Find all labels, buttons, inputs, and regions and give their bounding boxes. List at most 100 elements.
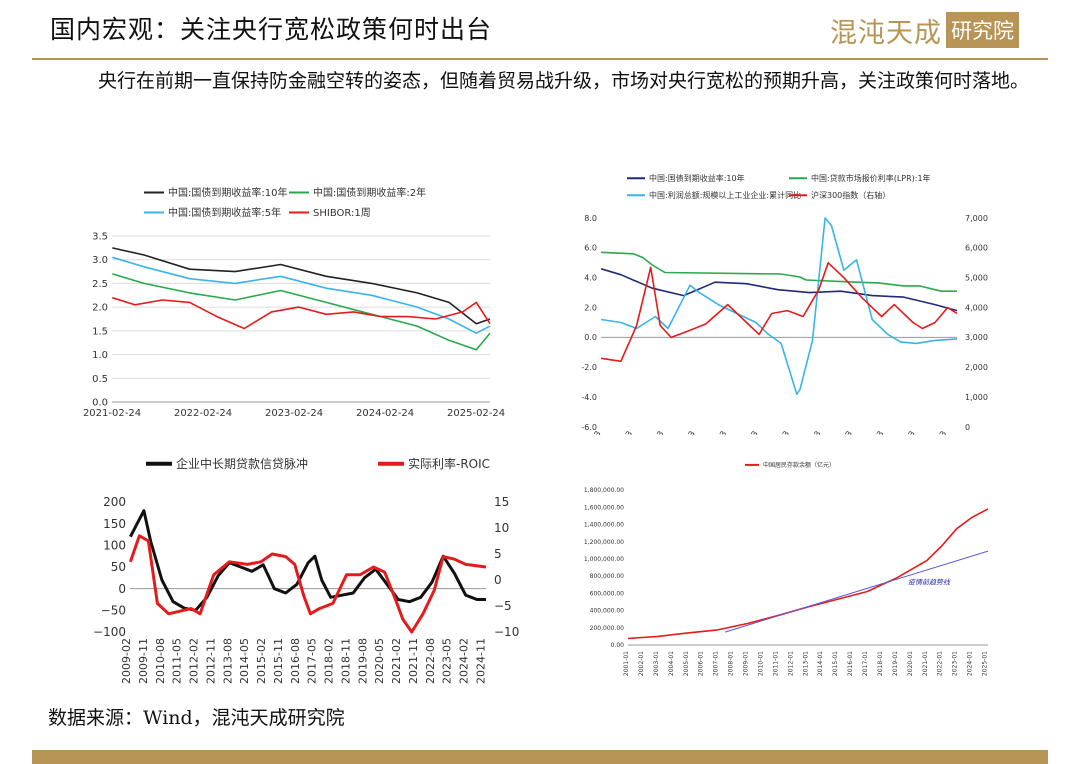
legend-label: 中国居民存款余额（亿元）: [763, 461, 835, 469]
x-tick-label: 2022-02-24: [174, 408, 232, 419]
x-tick-label: 2014-01: [817, 651, 824, 676]
y-tick-label: −100: [93, 625, 126, 639]
data-source: 数据来源：Wind，混沌天成研究院: [48, 707, 345, 729]
x-tick-label: 2021-01: [922, 651, 929, 676]
x-tick-label: 2018-11-13: [729, 430, 760, 436]
y2-tick-label: 4,000: [965, 303, 988, 312]
series-line-0: [600, 268, 958, 312]
y-tick-label: 200: [103, 495, 126, 509]
legend-label: 中国:国债到期收益率:2年: [313, 186, 426, 199]
company-logo: 混沌天成 研究院: [830, 12, 1019, 49]
x-tick-label: 2017-01: [862, 651, 869, 676]
legend-label: 中国:国债到期收益率:5年: [168, 206, 281, 219]
x-tick-label: 2021-11: [407, 638, 420, 684]
y-tick-label: 1,000,000.00: [584, 556, 624, 563]
x-tick-label: 2012-01: [787, 651, 794, 676]
footer-bar: [32, 750, 1048, 764]
y-tick-label: 0: [118, 582, 126, 596]
x-tick-label: 2009-02: [120, 638, 133, 684]
y-tick-label: 6.0: [584, 244, 597, 253]
y-tick-label: 2.0: [584, 303, 597, 312]
y2-tick-label: 0: [494, 573, 502, 587]
y-tick-label: 800,000.00: [590, 573, 625, 580]
y-tick-label: 1.0: [92, 350, 108, 361]
y-tick-label: 0.5: [92, 374, 108, 385]
x-tick-label: 2018-02: [323, 638, 336, 684]
x-tick-label: 2009-11: [137, 638, 150, 684]
x-tick-label: 2024-02: [458, 638, 471, 684]
x-tick-label: 2016-08: [289, 638, 302, 684]
chart-bond-yields: 0.0 0.5 1.0 1.5 2.0 2.5 3.0 3.5 2021-02-24 2022-0…: [83, 186, 505, 419]
legend-label: 沪深300指数（右轴）: [811, 190, 890, 200]
x-tick-label: 2025-02-24: [447, 408, 505, 419]
x-tick-label: 2021-02-24: [83, 408, 141, 419]
x-tick-label: 2011-01: [772, 651, 779, 676]
y2-tick-label: 15: [494, 495, 509, 509]
y-tick-label: 1,600,000.00: [584, 504, 624, 511]
y-tick-label: 1,400,000.00: [584, 522, 624, 529]
y-tick-label: 100: [103, 539, 126, 553]
y-tick-label: 0.0: [92, 398, 108, 409]
x-tick-label: 2022-11-13: [854, 430, 885, 436]
x-tick-label: 2019-08: [356, 638, 369, 684]
y-tick-label: 3.5: [92, 232, 108, 243]
y2-tick-label: −5: [494, 599, 512, 613]
x-tick-label: 2019-11-13: [760, 430, 791, 436]
y-tick-label: 0.00: [611, 642, 625, 649]
y-tick-label: -4.0: [581, 393, 597, 402]
x-tick-label: 2004-01: [668, 651, 675, 676]
y-tick-label: 50: [111, 560, 126, 574]
series-line-2: [112, 256, 491, 334]
y-tick-label: −50: [101, 604, 126, 618]
x-tick-label: 2024-02-24: [356, 408, 414, 419]
x-tick-label: 2010-08: [154, 638, 167, 684]
y-tick-label: 8.0: [584, 214, 597, 223]
y2-tick-label: 5: [494, 547, 502, 561]
y-tick-label: 2.5: [92, 279, 108, 290]
legend-label: 中国:国债到期收益率:10年: [649, 173, 745, 183]
legend-label: 企业中长期贷款信贷脉冲: [176, 456, 308, 471]
x-tick-label: 2017-11-13: [697, 430, 728, 436]
x-tick-label: 2023-01: [952, 651, 959, 676]
y2-tick-label: 3,000: [965, 333, 988, 342]
series-line-0: [112, 247, 491, 325]
x-tick-label: 2023-05: [441, 638, 454, 684]
page-title: 国内宏观：关注央行宽松政策何时出台: [50, 15, 493, 44]
y-tick-label: 1,800,000.00: [584, 487, 624, 494]
x-tick-label: 2015-02: [255, 638, 268, 684]
y-tick-label: 0.0: [584, 333, 597, 342]
series-line-3: [112, 296, 491, 330]
y-tick-label: 3.0: [92, 255, 108, 266]
y2-tick-label: 5,000: [965, 274, 988, 283]
header-divider: [32, 58, 1048, 60]
x-tick-label: 2022-01: [937, 651, 944, 676]
series-line-0: [129, 509, 486, 612]
series-line-1: [128, 534, 487, 634]
legend-label: 中国:利润总额:规模以上工业企业:累计同比: [649, 190, 801, 200]
x-tick-label: 2021-11-13: [823, 430, 854, 436]
series-line-0: [627, 508, 989, 640]
y2-tick-label: 6,000: [965, 244, 988, 253]
x-tick-label: 2006-01: [698, 651, 705, 676]
x-tick-label: 2008-01: [728, 651, 735, 676]
x-tick-label: 2018-11: [339, 638, 352, 684]
legend-label: 中国:贷款市场报价利率(LPR):1年: [811, 173, 931, 183]
x-tick-label: 2007-01: [713, 651, 720, 676]
chart-deposits: 0.00 200,000.00 400,000.00 600,000.00 800,00…: [584, 461, 989, 676]
series-line-1: [724, 550, 989, 633]
x-tick-label: 2016-11-13: [666, 430, 697, 436]
series-line-1: [601, 251, 957, 292]
y2-tick-label: −10: [494, 625, 519, 639]
legend-label: 实际利率-ROIC: [408, 456, 490, 471]
series-line-1: [112, 273, 491, 351]
x-tick-label: 2012-11: [204, 638, 217, 684]
x-tick-label: 2020-11-13: [792, 430, 823, 436]
y-tick-label: 400,000.00: [590, 608, 625, 615]
x-tick-label: 2020-05: [373, 638, 386, 684]
legend-label: 中国:国债到期收益率:10年: [168, 186, 287, 199]
x-tick-label: 2014-11-13: [603, 430, 634, 436]
y-tick-label: 2.0: [92, 303, 108, 314]
y2-tick-label: 10: [494, 521, 509, 535]
y2-tick-label: 0: [965, 423, 970, 432]
